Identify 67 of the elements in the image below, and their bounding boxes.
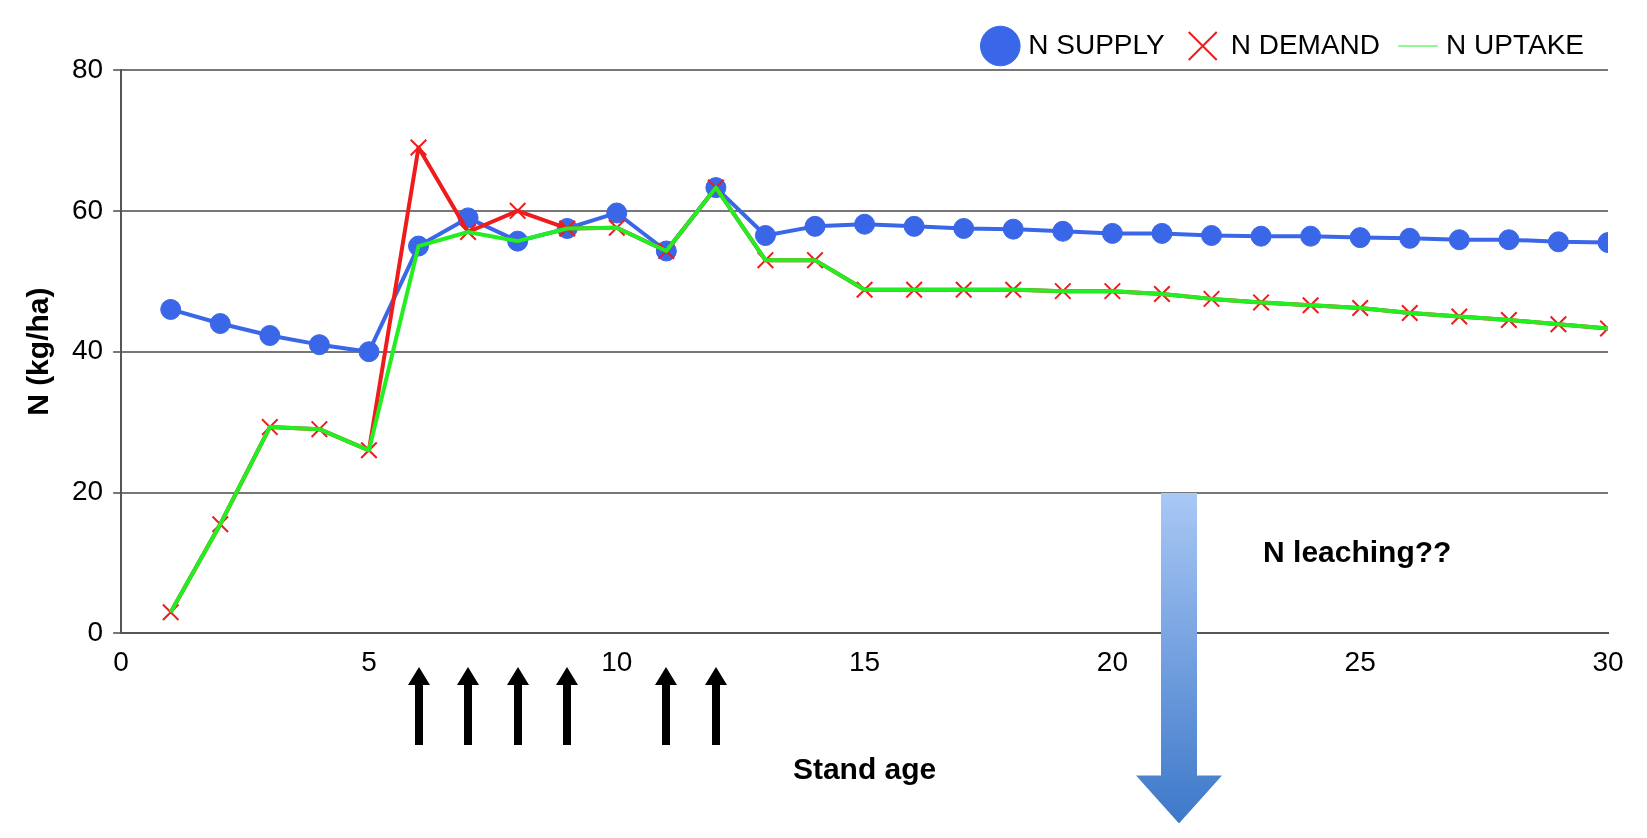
legend-label: N DEMAND — [1230, 28, 1381, 60]
point — [903, 215, 925, 237]
point — [1450, 307, 1469, 326]
point — [1151, 222, 1173, 244]
point — [209, 313, 231, 335]
point — [1399, 227, 1421, 249]
x-axis-title: Stand age — [792, 752, 937, 786]
point — [1349, 227, 1371, 249]
point — [756, 251, 775, 269]
y-axis-title: N (kg/ha) — [21, 287, 55, 416]
point — [1153, 285, 1171, 303]
point — [1052, 220, 1074, 242]
x-tick-label: 15 — [848, 645, 881, 677]
point — [1351, 299, 1369, 317]
legend-label: N SUPPLY — [1028, 28, 1166, 60]
point — [606, 202, 628, 224]
point — [953, 217, 975, 239]
point — [1103, 282, 1122, 300]
point — [1400, 304, 1419, 322]
point — [1547, 231, 1569, 253]
point — [804, 215, 826, 237]
point — [854, 213, 876, 235]
legend-label: N UPTAKE — [1446, 28, 1584, 60]
y-tick-label: 80 — [71, 52, 104, 84]
point — [1201, 225, 1223, 246]
point — [806, 251, 824, 269]
point — [905, 280, 923, 299]
point — [459, 223, 477, 241]
x-tick-label: 25 — [1344, 645, 1376, 677]
y-tick-label: 20 — [71, 475, 104, 507]
point — [754, 225, 776, 246]
y-tick-label: 60 — [71, 193, 104, 225]
point — [1300, 225, 1322, 247]
point — [1252, 293, 1270, 312]
point — [1202, 290, 1221, 308]
point — [1101, 222, 1123, 244]
x-tick-label: 0 — [113, 645, 129, 677]
point — [1002, 218, 1024, 240]
point — [855, 280, 874, 299]
point — [954, 280, 973, 299]
point — [358, 341, 380, 363]
x-tick-label: 30 — [1592, 645, 1624, 677]
point — [1301, 296, 1320, 314]
annotation: N leaching?? — [1263, 534, 1452, 568]
point — [211, 515, 230, 534]
x-tick-label: 10 — [601, 645, 633, 677]
y-tick-label: 40 — [71, 334, 104, 366]
point — [308, 334, 330, 356]
point — [1250, 225, 1272, 247]
point — [607, 218, 626, 237]
point — [409, 138, 428, 157]
point — [160, 298, 182, 320]
point — [310, 420, 329, 438]
point — [1448, 229, 1470, 251]
point — [259, 325, 281, 346]
point — [1004, 280, 1023, 299]
point — [1549, 315, 1568, 334]
point — [1054, 282, 1072, 300]
point — [508, 202, 527, 220]
x-tick-label: 20 — [1096, 645, 1128, 677]
x-tick-label: 5 — [361, 645, 377, 677]
point — [1500, 311, 1518, 329]
y-tick-label: 0 — [87, 616, 104, 648]
point — [360, 441, 378, 460]
point — [1498, 229, 1520, 251]
point — [261, 418, 279, 436]
point — [161, 603, 180, 622]
